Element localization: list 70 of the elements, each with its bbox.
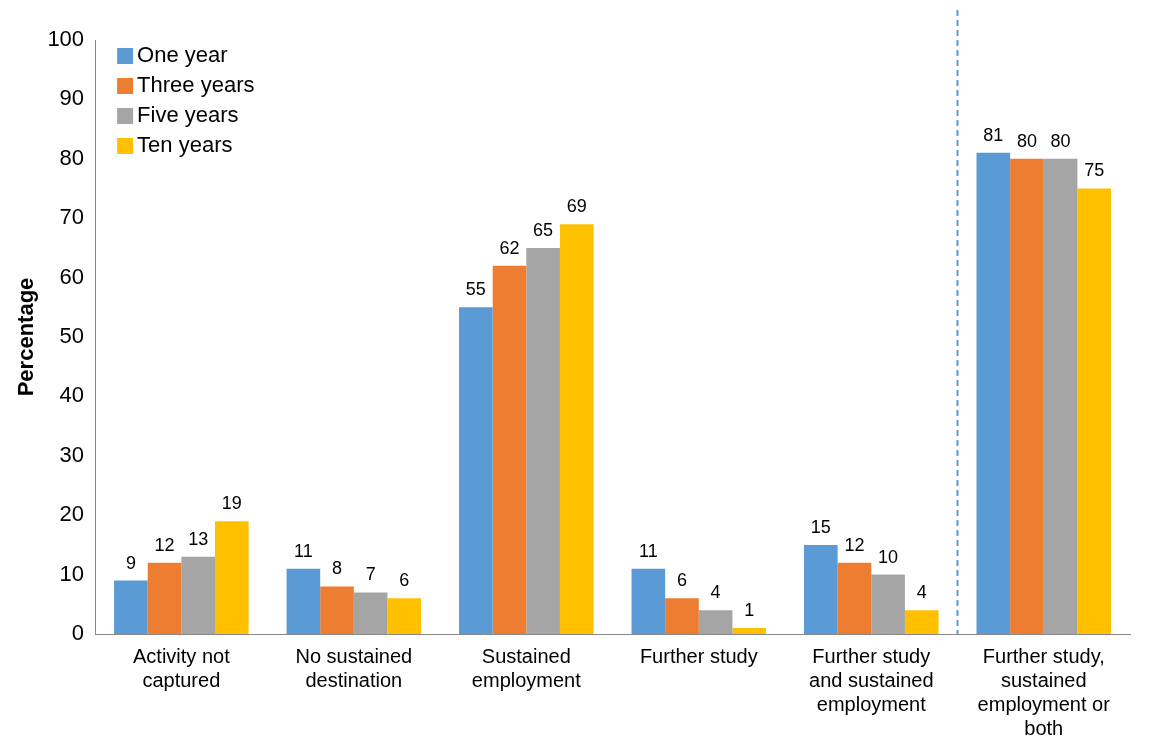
data-label: 15	[810, 516, 831, 537]
data-label: 62	[499, 237, 520, 258]
bar	[871, 574, 905, 634]
bar	[976, 152, 1011, 634]
data-label: 75	[1084, 160, 1105, 181]
data-label: 9	[125, 552, 136, 573]
legend-label: Three years	[137, 72, 255, 98]
x-tick-label: No sustained destination	[295, 644, 413, 691]
x-tick-label: Activity not captured	[133, 644, 231, 691]
y-tick-label: 70	[59, 204, 85, 230]
bar	[181, 556, 215, 634]
y-tick-label: 50	[59, 323, 85, 349]
data-label: 19	[221, 493, 242, 514]
bar	[387, 598, 422, 634]
legend-label: One year	[137, 42, 228, 68]
y-tick-label: 10	[59, 560, 85, 586]
x-tick-label: Sustained employment	[471, 644, 582, 691]
bar	[526, 247, 560, 634]
bar	[698, 610, 733, 634]
bar	[665, 598, 699, 634]
y-tick-label: 80	[59, 144, 85, 170]
data-label: 11	[639, 540, 658, 561]
legend-label: Five years	[137, 102, 239, 128]
bar	[353, 592, 388, 634]
x-tick-label: Further study, sustained employment or both	[977, 644, 1111, 739]
bar	[732, 628, 767, 634]
data-label: 4	[710, 582, 721, 603]
bar	[459, 307, 493, 634]
y-tick-label: 0	[71, 620, 85, 646]
data-label: 80	[1050, 130, 1071, 151]
data-label: 12	[154, 534, 175, 555]
data-label: 11	[294, 540, 313, 561]
bar	[1077, 188, 1112, 634]
bar	[559, 224, 594, 634]
bar	[1043, 158, 1078, 634]
data-label: 65	[533, 219, 554, 240]
bar	[1010, 158, 1044, 634]
bar	[492, 265, 527, 634]
bar	[214, 521, 249, 634]
y-tick-label: 90	[59, 85, 85, 111]
data-label: 13	[188, 528, 209, 549]
legend-label: Ten years	[137, 132, 233, 158]
bar	[804, 544, 838, 634]
data-label: 12	[844, 534, 865, 555]
data-label: 69	[566, 196, 587, 217]
data-label: 81	[983, 124, 1004, 145]
bar	[904, 610, 939, 634]
data-label: 55	[465, 279, 486, 300]
data-label: 6	[676, 570, 687, 591]
data-label: 7	[365, 564, 376, 585]
y-tick-label: 20	[59, 501, 85, 527]
data-label: 4	[916, 582, 927, 603]
bar	[147, 562, 182, 634]
y-tick-label: 30	[59, 441, 85, 467]
data-label: 6	[399, 570, 410, 591]
bar	[320, 586, 354, 634]
data-label: 10	[878, 546, 899, 567]
bar	[286, 568, 321, 634]
y-axis-title: Percentage	[13, 277, 39, 397]
x-tick-label: Further study	[639, 644, 758, 667]
y-tick-label: 60	[59, 263, 85, 289]
y-tick-label: 100	[47, 26, 85, 52]
x-tick-label: Further study and sustained employment	[809, 644, 934, 715]
bar	[837, 562, 872, 634]
bar	[631, 568, 666, 634]
data-label: 1	[744, 600, 755, 621]
data-label: 80	[1016, 130, 1037, 151]
data-label: 8	[332, 558, 343, 579]
y-tick-label: 40	[59, 382, 85, 408]
bar	[114, 580, 148, 634]
